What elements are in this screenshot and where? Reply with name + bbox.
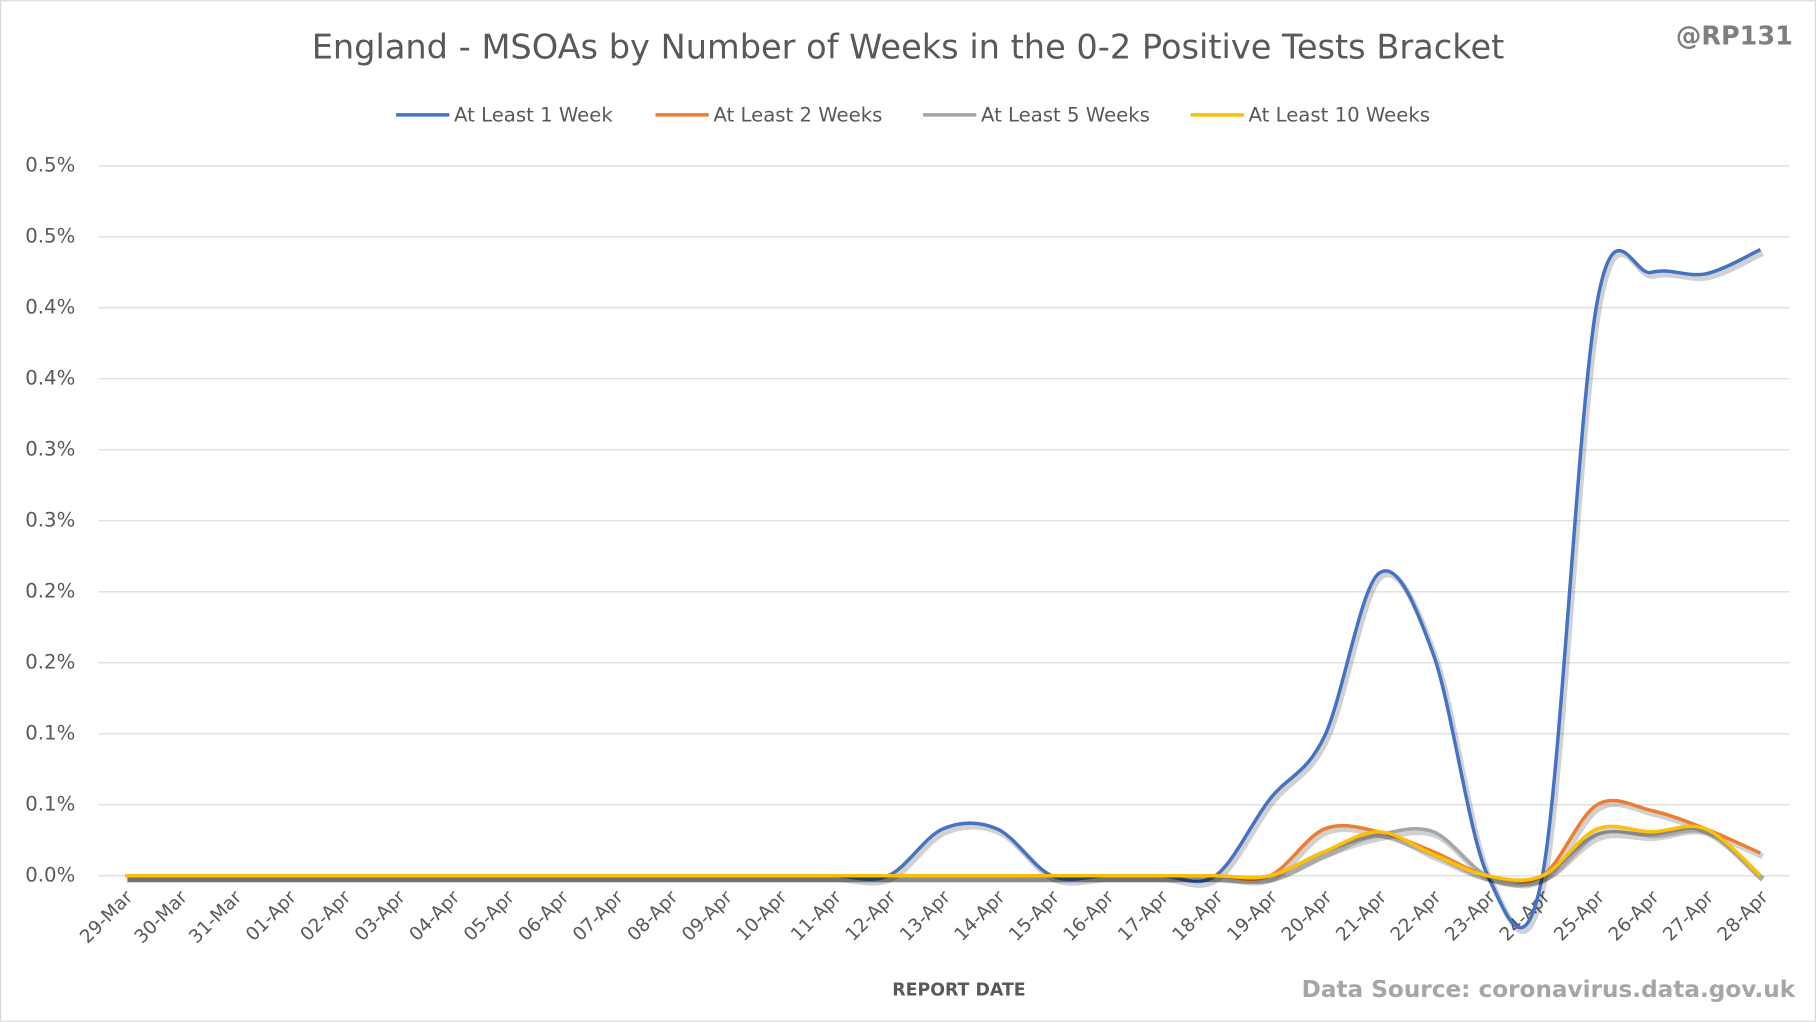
- annotation: @RP131: [1676, 21, 1793, 51]
- y-tick-label: 0.5%: [25, 224, 75, 247]
- legend-label: At Least 10 Weeks: [1249, 104, 1431, 127]
- y-tick-label: 0.3%: [25, 437, 75, 460]
- series-line: [125, 824, 1762, 882]
- x-axis-label: REPORT DATE: [892, 980, 1025, 1000]
- source: Data Source: coronavirus.data.gov.uk: [1302, 977, 1796, 1003]
- y-tick-label: 0.4%: [25, 366, 75, 389]
- legend-label: At Least 5 Weeks: [981, 104, 1150, 127]
- y-tick-label: 0.2%: [25, 650, 75, 673]
- legend-label: At Least 1 Week: [454, 104, 613, 127]
- y-tick-label: 0.0%: [25, 863, 75, 886]
- y-tick-label: 0.1%: [25, 721, 75, 744]
- chart-title: England - MSOAs by Number of Weeks in th…: [312, 27, 1505, 66]
- legend: At Least 1 Week At Least 2 Weeks At Least …: [396, 104, 1430, 127]
- y-tick-label: 0.1%: [25, 792, 75, 815]
- line-shadow: [127, 826, 1765, 887]
- legend-label: At Least 2 Weeks: [713, 104, 882, 127]
- line-shadow: [127, 828, 1765, 888]
- y-tick-label: 0.5%: [25, 153, 75, 176]
- y-tick-label: 0.3%: [25, 508, 75, 531]
- line-shadow: [127, 801, 1764, 889]
- y-tick-label: 0.4%: [25, 295, 75, 318]
- line-shadow: [127, 250, 1764, 934]
- y-tick-label: 0.2%: [25, 579, 75, 602]
